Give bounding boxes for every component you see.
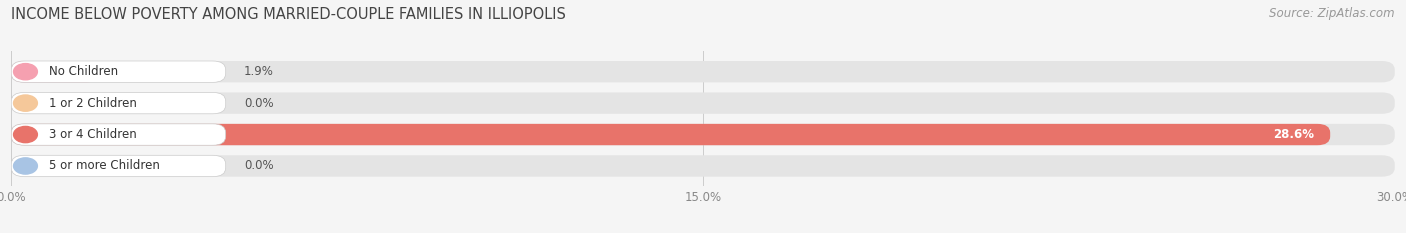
Text: 1.9%: 1.9% [245,65,274,78]
Text: 0.0%: 0.0% [245,159,274,172]
Text: No Children: No Children [49,65,118,78]
FancyBboxPatch shape [11,124,226,145]
Text: 5 or more Children: 5 or more Children [49,159,160,172]
FancyBboxPatch shape [11,61,98,82]
Circle shape [14,127,38,143]
Text: INCOME BELOW POVERTY AMONG MARRIED-COUPLE FAMILIES IN ILLIOPOLIS: INCOME BELOW POVERTY AMONG MARRIED-COUPL… [11,7,567,22]
Circle shape [14,95,38,111]
FancyBboxPatch shape [11,93,226,114]
FancyBboxPatch shape [11,155,1395,177]
FancyBboxPatch shape [11,155,226,177]
Text: Source: ZipAtlas.com: Source: ZipAtlas.com [1270,7,1395,20]
FancyBboxPatch shape [11,93,1395,114]
FancyBboxPatch shape [11,124,1330,145]
Circle shape [14,158,38,174]
Text: 1 or 2 Children: 1 or 2 Children [49,97,136,110]
FancyBboxPatch shape [11,124,1395,145]
Text: 28.6%: 28.6% [1272,128,1315,141]
Text: 0.0%: 0.0% [245,97,274,110]
FancyBboxPatch shape [11,61,226,82]
FancyBboxPatch shape [11,61,1395,82]
Text: 3 or 4 Children: 3 or 4 Children [49,128,136,141]
Circle shape [14,64,38,80]
